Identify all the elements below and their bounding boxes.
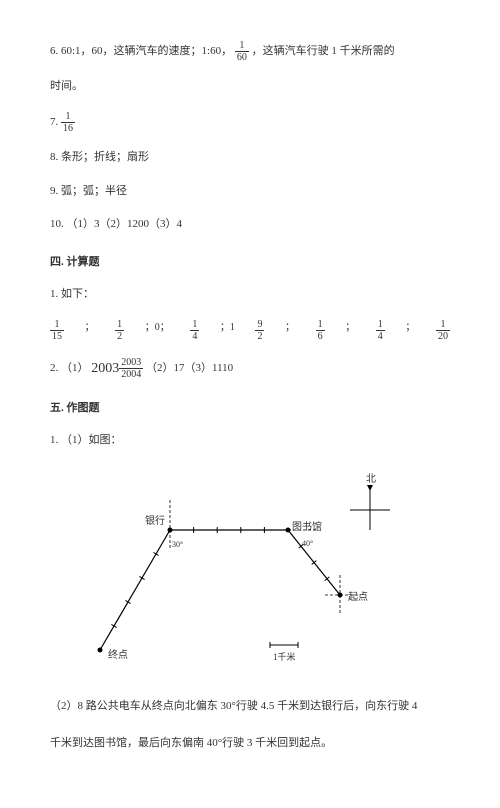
frac-1-4b: 14 xyxy=(376,319,385,342)
q6-suffix: ，这辆汽车行驶 1 千米所需的 xyxy=(252,45,395,57)
end-label: 终点 xyxy=(108,647,128,665)
q6-line: 6. 60:1，60，这辆汽车的速度；1:60， 1 60 ，这辆汽车行驶 1 … xyxy=(50,40,450,63)
library-label: 图书馆 xyxy=(292,519,322,537)
sep5: ； xyxy=(345,319,355,342)
start-label: 起点 xyxy=(348,589,368,607)
q6-fraction: 1 60 xyxy=(235,40,249,63)
calc-row: 115 ； 12 ；0； 14 ；1 92 ； 16 ； 14 ； 120 xyxy=(50,319,450,342)
sep6: ； xyxy=(405,319,415,342)
q7-line: 7. 1 16 xyxy=(50,111,450,134)
sep3: ；1 xyxy=(220,319,235,342)
s4-2-p2: （2）17（3）1110 xyxy=(146,362,233,374)
north-label: 北 xyxy=(366,471,376,489)
scale-label: 1千米 xyxy=(273,649,296,665)
section5-heading: 五. 作图题 xyxy=(50,399,450,419)
s5-2b-line: 千米到达图书馆，最后向东偏南 40°行驶 3 千米回到起点。 xyxy=(50,734,450,754)
frac-9-2: 92 xyxy=(255,319,264,342)
frac-1-4: 14 xyxy=(190,319,199,342)
s5-1-line: 1. （1）如图： xyxy=(50,431,450,451)
mixed-frac: 20032004 xyxy=(119,357,143,380)
sep1: ； xyxy=(85,319,95,342)
q7-prefix: 7. xyxy=(50,116,61,128)
frac-1-2: 12 xyxy=(115,319,124,342)
angle2-label: 40° xyxy=(302,537,313,551)
s4-2-line: 2. （1） 200320032004 （2）17（3）1110 xyxy=(50,356,450,381)
s4-1-line: 1. 如下： xyxy=(50,285,450,305)
section4-heading: 四. 计算题 xyxy=(50,253,450,273)
mixed-number: 200320032004 xyxy=(91,356,143,381)
s4-2-p1: 2. （1） xyxy=(50,362,89,374)
sep2: ；0； xyxy=(145,319,170,342)
diagram-svg xyxy=(70,465,430,675)
route-diagram: 北 银行 图书馆 起点 终点 30° 40° 1千米 xyxy=(70,465,430,675)
q6b-line: 时间。 xyxy=(50,77,450,97)
sep4: ； xyxy=(285,319,295,342)
q9-line: 9. 弧；弧；半径 xyxy=(50,182,450,202)
mixed-whole: 2003 xyxy=(91,361,119,376)
q7-fraction: 1 16 xyxy=(61,111,75,134)
s5-2-line: （2）8 路公共电车从终点向北偏东 30°行驶 4.5 千米到达银行后，向东行驶… xyxy=(50,697,450,717)
frac-1-20: 120 xyxy=(436,319,450,342)
q8-line: 8. 条形；折线；扇形 xyxy=(50,148,450,168)
frac-1-6: 16 xyxy=(316,319,325,342)
angle1-label: 30° xyxy=(172,538,183,552)
q10-line: 10. （1）3（2）1200（3）4 xyxy=(50,215,450,235)
bank-label: 银行 xyxy=(145,513,165,531)
frac-1-15: 115 xyxy=(50,319,64,342)
q6-prefix: 6. 60:1，60，这辆汽车的速度；1:60， xyxy=(50,45,232,57)
